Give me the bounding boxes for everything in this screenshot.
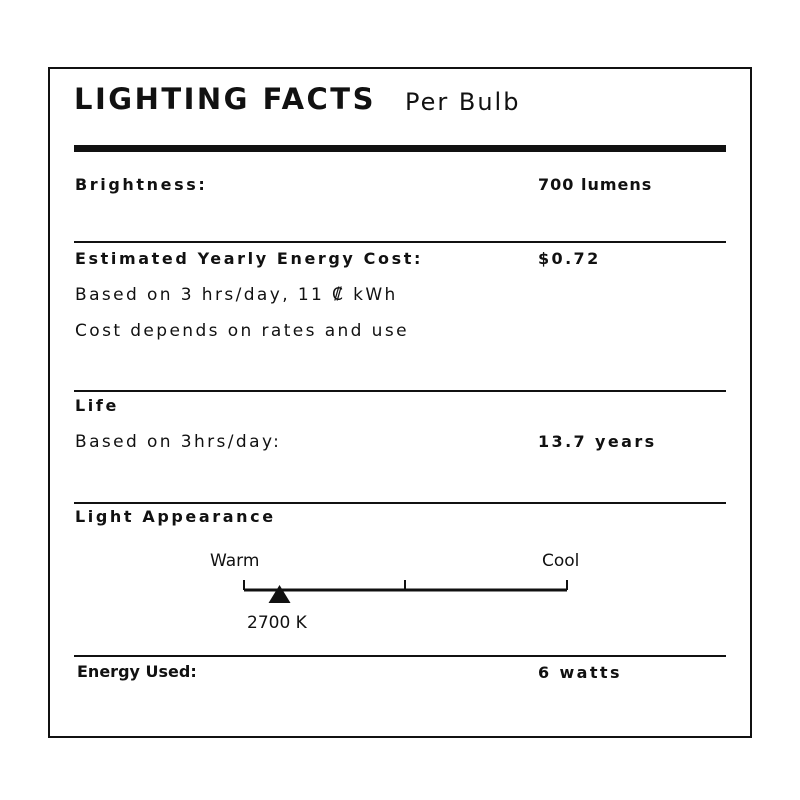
energy-used-value: 6 watts [538, 663, 622, 682]
appearance-marker [268, 585, 291, 603]
energy-cost-label: Estimated Yearly Energy Cost: [75, 249, 423, 268]
cool-label: Cool [542, 551, 580, 571]
brightness-label: Brightness: [75, 175, 208, 194]
divider [74, 390, 726, 392]
life-label: Life [75, 396, 119, 415]
label-frame [48, 67, 752, 738]
energy-cost-note: Cost depends on rates and use [75, 321, 409, 341]
header-divider [74, 145, 726, 152]
warm-label: Warm [210, 551, 260, 571]
appearance-label: Light Appearance [75, 507, 276, 526]
divider [74, 241, 726, 243]
color-temperature-label: 2700 K [247, 613, 307, 633]
label-subtitle: Per Bulb [405, 88, 521, 116]
label-title: LIGHTING FACTS [74, 82, 376, 116]
energy-cost-value: $0.72 [538, 249, 601, 268]
life-note: Based on 3hrs/day: [75, 432, 282, 452]
divider [74, 502, 726, 504]
divider [74, 655, 726, 657]
energy-used-label: Energy Used: [77, 662, 197, 681]
appearance-scale [243, 580, 568, 603]
life-value: 13.7 years [538, 432, 657, 451]
energy-cost-note: Based on 3 hrs/day, 11 ₡ kWh [75, 285, 398, 305]
brightness-value: 700 lumens [538, 175, 653, 194]
